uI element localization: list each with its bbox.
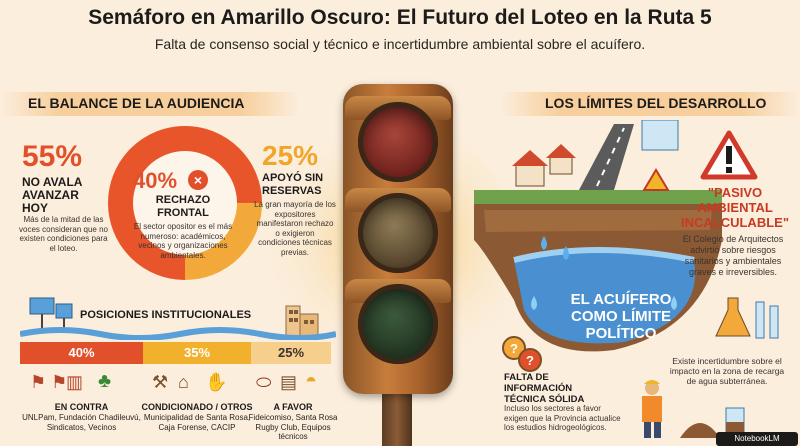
green-lamp (358, 284, 438, 364)
falta-description: Incluso los sectores a favor exigen que … (504, 404, 621, 432)
river-decoration (20, 327, 336, 340)
yellow-lamp (358, 193, 438, 273)
position-segment-contra: 40% (20, 342, 143, 364)
courthouse-icon: ⌂ (178, 372, 189, 392)
pasivo-title: "PASIVO AMBIENTAL INCALCULABLE" (681, 185, 789, 230)
pasivo-description: El Colegio de Arquitectos advirtió sobre… (682, 234, 784, 277)
brand-label: NotebookLM (734, 434, 780, 443)
aquifer-label: EL ACUÍFERO COMO LÍMITE POLÍTICO (570, 291, 672, 342)
aquifer-landscape-illustration (474, 120, 722, 352)
falta-title: FALTA DE INFORMACIÓN TÉCNICA SÓLIDA (504, 372, 585, 405)
stat-40-label: RECHAZO FRONTAL (155, 194, 211, 219)
blueprint-icon: ▤ (280, 372, 298, 392)
svg-text:?: ? (526, 353, 534, 368)
position-favor-heading: A FAVOR (273, 402, 313, 412)
handshake-icon: ✋ (205, 372, 228, 392)
book-icon: ▥ (66, 372, 84, 392)
parliament-map-icon (29, 297, 73, 330)
position-condicionado-members: Municipalidad de Santa Rosa, Caja Forens… (143, 413, 251, 432)
gavel-icon: ⚒ (152, 372, 169, 392)
donut-segment-yellow (108, 126, 262, 280)
position-contra-heading: EN CONTRA (54, 402, 109, 412)
position-segment-condicionado: 35% (143, 342, 251, 364)
question-gears-icon: ? ? (502, 336, 542, 372)
positions-heading: POSICIONES INSTITUCIONALES (80, 309, 252, 321)
page-title: Semáforo en Amarillo Oscuro: El Futuro d… (88, 6, 712, 29)
left-heading-band (0, 92, 300, 116)
stat-55-label: NO AVALA AVANZAR HOY (22, 175, 83, 215)
rugby-ball-icon: ⬭ (256, 372, 272, 392)
position-segment-favor: 25% (251, 342, 331, 364)
tree-icon: ♣ (98, 370, 112, 392)
hard-hat-icon: ◓ (305, 370, 318, 392)
warning-triangle-icon (700, 130, 758, 180)
stat-55-value: 55% (22, 140, 83, 173)
protest-signs-icon: ⚑ ⚑ (30, 372, 68, 392)
notebooklm-brand-badge: NotebookLM (716, 432, 798, 446)
right-section-heading: LOS LÍMITES DEL DESARROLLO (545, 95, 767, 111)
stat-40-description: El sector opositor es el más numeroso: a… (133, 222, 233, 260)
building-icon (285, 305, 319, 340)
audience-donut-chart (108, 126, 262, 280)
svg-text:?: ? (510, 341, 518, 356)
left-section-heading: EL BALANCE DE LA AUDIENCIA (28, 95, 245, 111)
stat-40-value: 40% (133, 168, 178, 193)
stat-55-description: Más de la mitad de las voces consideran … (19, 215, 108, 253)
page-subtitle: Falta de consenso social y técnico e inc… (154, 36, 646, 52)
position-condicionado-heading: CONDICIONADO / OTROS (141, 402, 253, 412)
close-x-icon: × (188, 170, 208, 190)
right-heading-band (500, 92, 800, 116)
stat-25-description: La gran mayoría de los expositores manif… (254, 200, 336, 257)
incertidumbre-text: Existe incertidumbre sobre el impacto en… (669, 356, 785, 386)
laboratory-flask-icon (715, 297, 779, 339)
stat-25-value: 25% (262, 140, 319, 171)
worker-soil-sample-illustration (642, 380, 745, 438)
position-favor-members: Fideicomiso, Santa Rosa Rugby Club, Equi… (248, 413, 338, 441)
position-contra-members: UNLPam, Fundación Chadileuvú, Sindicatos… (22, 413, 141, 432)
traffic-light-pole (382, 392, 412, 446)
red-lamp (358, 102, 438, 182)
stat-25-label: APOYÓ SIN RESERVAS (262, 172, 324, 197)
